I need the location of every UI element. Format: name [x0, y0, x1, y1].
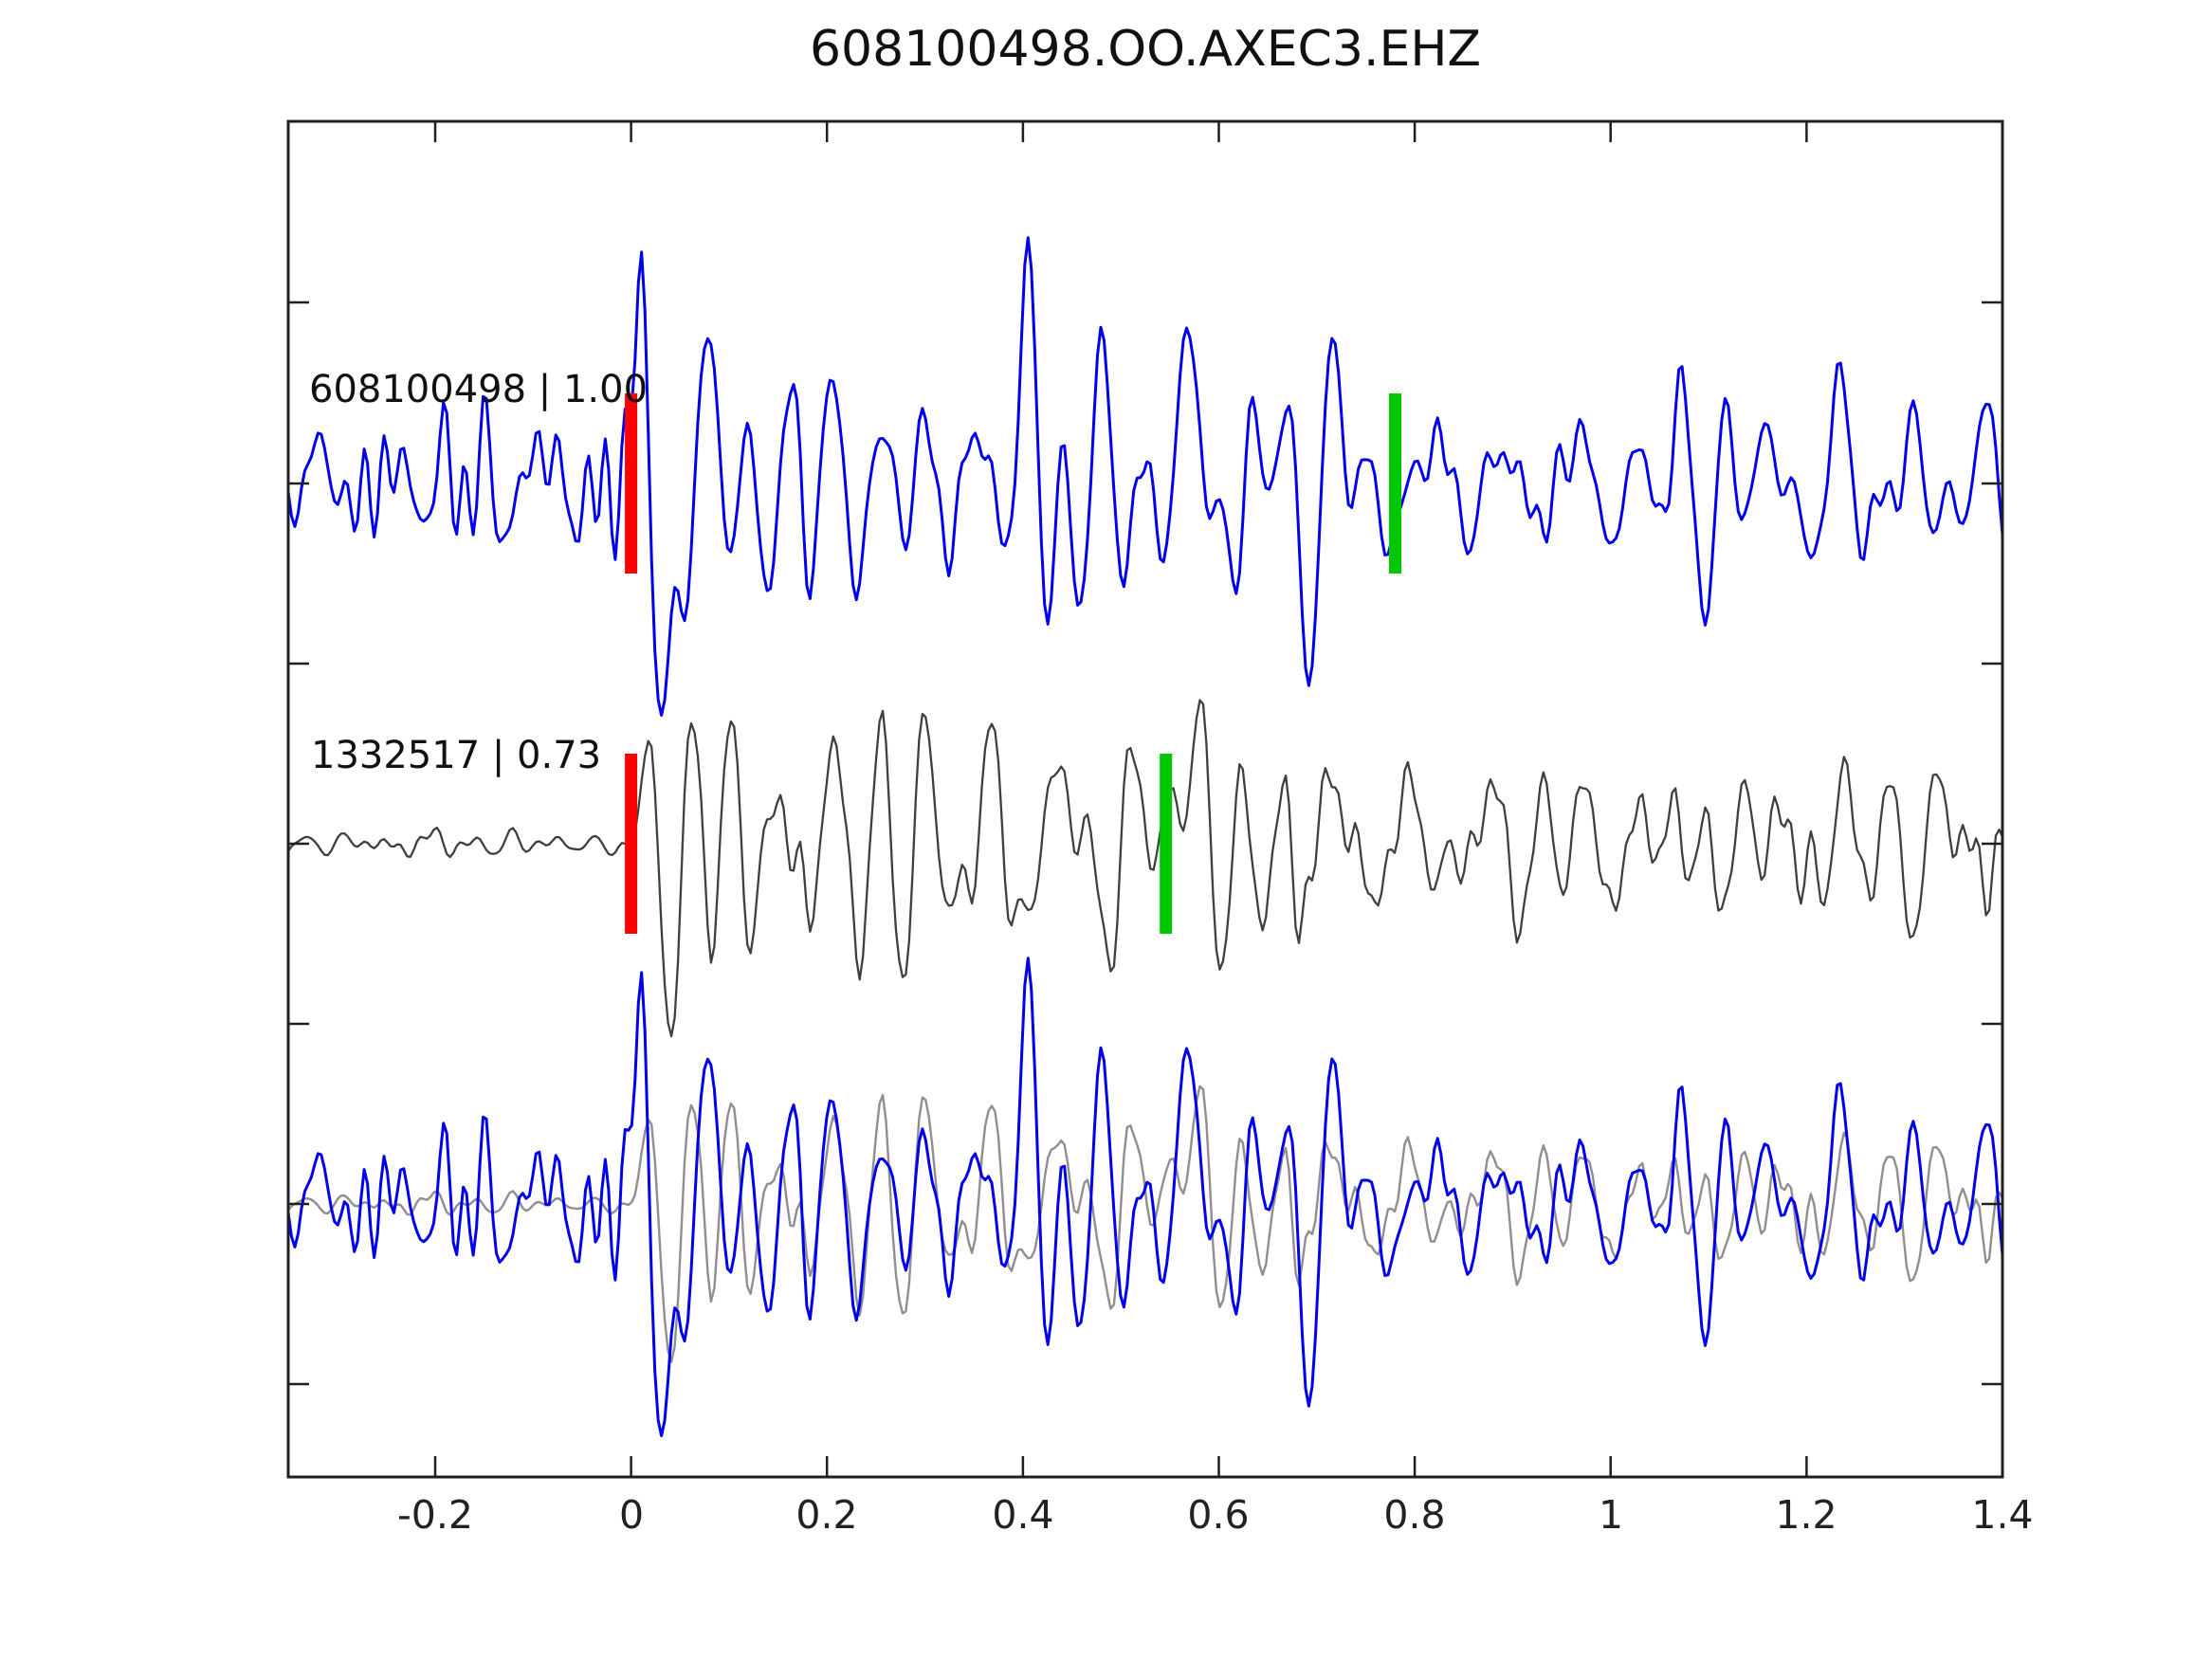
pick-marker-red-row2	[625, 754, 638, 934]
x-tick-label: 0.6	[1187, 1492, 1250, 1538]
waveform-trace-row2-s2	[286, 699, 2004, 1038]
trace-label-top: 608100498 | 1.00	[309, 368, 649, 411]
plot-frame	[286, 119, 2004, 1479]
waveform-trace-row3-s1	[286, 957, 2004, 1437]
pick-marker-green-row2	[1160, 754, 1173, 934]
chart-title: 608100498.OO.AXEC3.EHZ	[809, 21, 1482, 78]
x-tick-label: 0.8	[1383, 1492, 1446, 1538]
x-tick-label: 1.4	[1971, 1492, 2034, 1538]
axes	[286, 119, 2004, 1479]
waveform-traces	[286, 236, 2004, 1437]
x-tick-label: 0.2	[795, 1492, 858, 1538]
x-tick-label: -0.2	[397, 1492, 473, 1538]
pick-marker-red-row1	[625, 393, 638, 574]
waveform-trace-row1-s1	[286, 236, 2004, 717]
x-tick-label: 1	[1598, 1492, 1624, 1538]
waveform-trace-row3-s2	[286, 1085, 2004, 1363]
x-tick-label: 0.4	[992, 1492, 1054, 1538]
trace-label-middle: 1332517 | 0.73	[311, 734, 602, 777]
pick-marker-green-row1	[1389, 393, 1401, 574]
x-tick-label: 0	[618, 1492, 645, 1538]
pick-markers	[625, 393, 1401, 934]
x-tick-label: 1.2	[1775, 1492, 1837, 1538]
